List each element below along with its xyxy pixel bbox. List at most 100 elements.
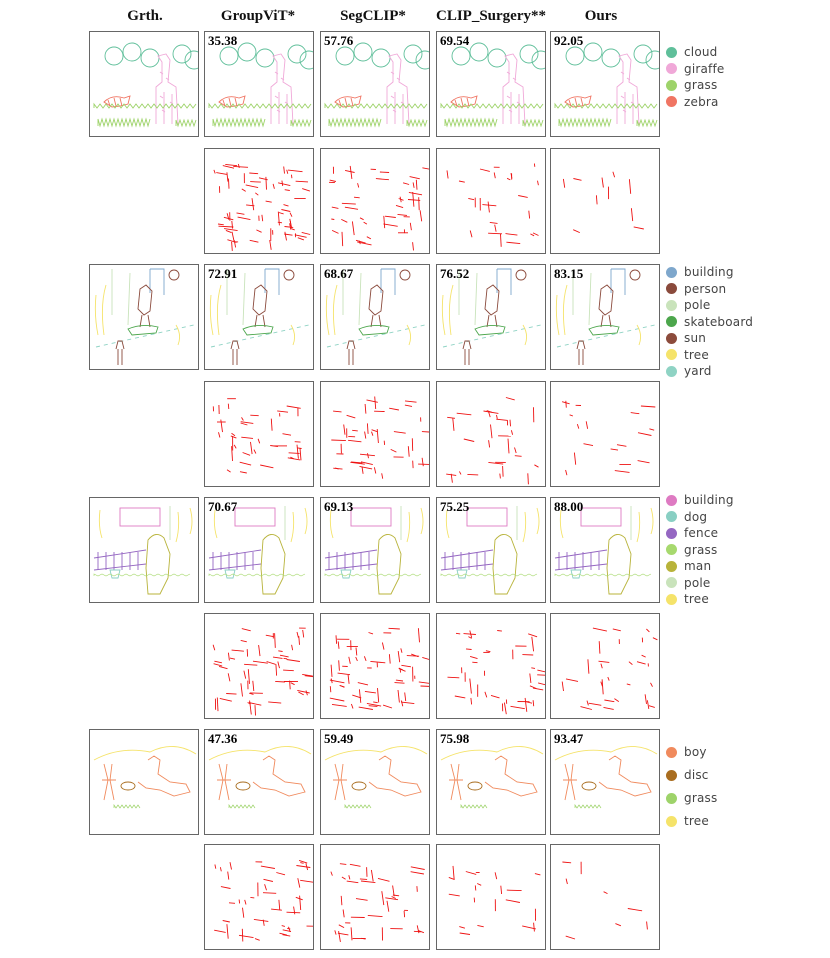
legend-swatch xyxy=(666,349,677,360)
legend-swatch xyxy=(666,63,677,74)
man-sketch xyxy=(440,506,540,595)
giraffe-prediction-2-panel: 57.76 xyxy=(320,31,430,137)
skateboard-sketch xyxy=(209,268,310,365)
man-error-map-2 xyxy=(320,613,430,719)
giraffe-prediction-4-panel: 92.05 xyxy=(550,31,660,137)
man-sketch xyxy=(324,506,424,595)
column-header-3: CLIP_Surgery** xyxy=(436,8,546,24)
score-label: 92.05 xyxy=(554,33,584,48)
skateboard-error-map-1 xyxy=(204,381,314,487)
giraffe-sketch xyxy=(554,42,659,128)
score-label: 76.52 xyxy=(440,266,470,281)
legend-label: grass xyxy=(684,78,718,92)
giraffe-prediction-3-panel: 69.54 xyxy=(436,31,546,137)
score-label: 75.98 xyxy=(440,731,470,746)
man-sketch xyxy=(208,506,308,595)
legend-label: man xyxy=(684,559,712,573)
boy-prediction-4-panel: 93.47 xyxy=(550,729,660,835)
man-error-map-3 xyxy=(436,613,546,719)
giraffe-sketch xyxy=(93,42,198,128)
giraffe-error-map-2 xyxy=(320,148,430,254)
error-strokes xyxy=(446,397,539,485)
legend-item: pole xyxy=(666,297,710,313)
legend-label: boy xyxy=(684,745,707,759)
skateboard-sketch xyxy=(94,268,195,365)
legend-swatch xyxy=(666,79,677,91)
skateboard-prediction-4-panel: 83.15 xyxy=(550,264,660,370)
legend-label: pole xyxy=(684,575,711,590)
boy-error-map-2 xyxy=(320,844,430,950)
legend-swatch xyxy=(666,511,677,522)
giraffe-sketch xyxy=(324,42,429,128)
error-strokes xyxy=(213,163,311,251)
legend-item: disc xyxy=(666,767,709,783)
man-prediction-1-panel: 70.67 xyxy=(204,497,314,603)
legend-swatch xyxy=(666,96,677,107)
legend-item: skateboard xyxy=(666,314,753,330)
error-strokes xyxy=(212,398,302,474)
error-strokes xyxy=(330,863,425,942)
legend-item: yard xyxy=(666,363,712,379)
legend-item: person xyxy=(666,281,726,297)
legend-label: tree xyxy=(684,592,709,606)
error-strokes xyxy=(562,861,648,940)
legend-item: giraffe xyxy=(666,61,724,77)
man-prediction-4-panel: 88.00 xyxy=(550,497,660,603)
score-label: 69.13 xyxy=(324,499,354,514)
column-header-0: Grth. xyxy=(127,8,163,24)
legend-swatch xyxy=(666,266,677,278)
giraffe-error-map-1 xyxy=(204,148,314,254)
legend-item: fence xyxy=(666,525,718,541)
error-strokes xyxy=(212,627,313,716)
boy-sketch xyxy=(324,746,428,809)
legend-swatch xyxy=(666,792,677,804)
boy-prediction-3-panel: 75.98 xyxy=(436,729,546,835)
man-ground-truth-panel xyxy=(89,497,199,603)
legend-swatch xyxy=(666,746,677,758)
error-strokes xyxy=(331,396,429,479)
column-header-2: SegCLIP* xyxy=(340,8,406,24)
legend-label: tree xyxy=(684,814,709,828)
legend-item: sun xyxy=(666,330,706,346)
man-sketch xyxy=(93,506,193,595)
score-label: 93.47 xyxy=(554,731,584,746)
score-label: 69.54 xyxy=(440,33,470,48)
error-strokes xyxy=(328,165,429,251)
error-strokes xyxy=(562,171,644,234)
legend-swatch xyxy=(666,494,677,506)
score-label: 75.25 xyxy=(440,499,470,514)
legend-swatch xyxy=(666,544,677,555)
man-prediction-2-panel: 69.13 xyxy=(320,497,430,603)
score-label: 57.76 xyxy=(324,33,354,48)
score-label: 68.67 xyxy=(324,266,354,281)
legend-item: man xyxy=(666,558,711,574)
legend-swatch xyxy=(666,560,677,572)
giraffe-prediction-1-panel: 35.38 xyxy=(204,31,314,137)
legend-item: building xyxy=(666,492,734,508)
score-label: 70.67 xyxy=(208,499,238,514)
giraffe-error-map-3 xyxy=(436,148,546,254)
boy-error-map-4 xyxy=(550,844,660,950)
legend-item: tree xyxy=(666,813,709,829)
legend-label: pole xyxy=(684,298,711,312)
error-strokes xyxy=(447,630,545,715)
legend-label: giraffe xyxy=(684,61,725,76)
boy-sketch xyxy=(208,746,312,809)
skateboard-prediction-2-panel: 68.67 xyxy=(320,264,430,370)
skateboard-sketch xyxy=(555,268,656,365)
skateboard-sketch xyxy=(441,268,542,365)
legend-item: building xyxy=(666,264,734,280)
legend-item: boy xyxy=(666,744,707,760)
boy-sketch xyxy=(93,746,197,809)
legend-label: yard xyxy=(684,364,712,378)
legend-swatch xyxy=(666,365,677,377)
legend-item: grass xyxy=(666,542,717,558)
legend-label: skateboard xyxy=(684,314,754,329)
skateboard-sketch xyxy=(325,268,426,365)
man-error-map-4 xyxy=(550,613,660,719)
legend-swatch xyxy=(666,299,677,311)
legend-label: fence xyxy=(684,526,719,540)
boy-error-map-1 xyxy=(204,844,314,950)
legend-item: dog xyxy=(666,509,707,525)
legend-item: zebra xyxy=(666,94,719,110)
